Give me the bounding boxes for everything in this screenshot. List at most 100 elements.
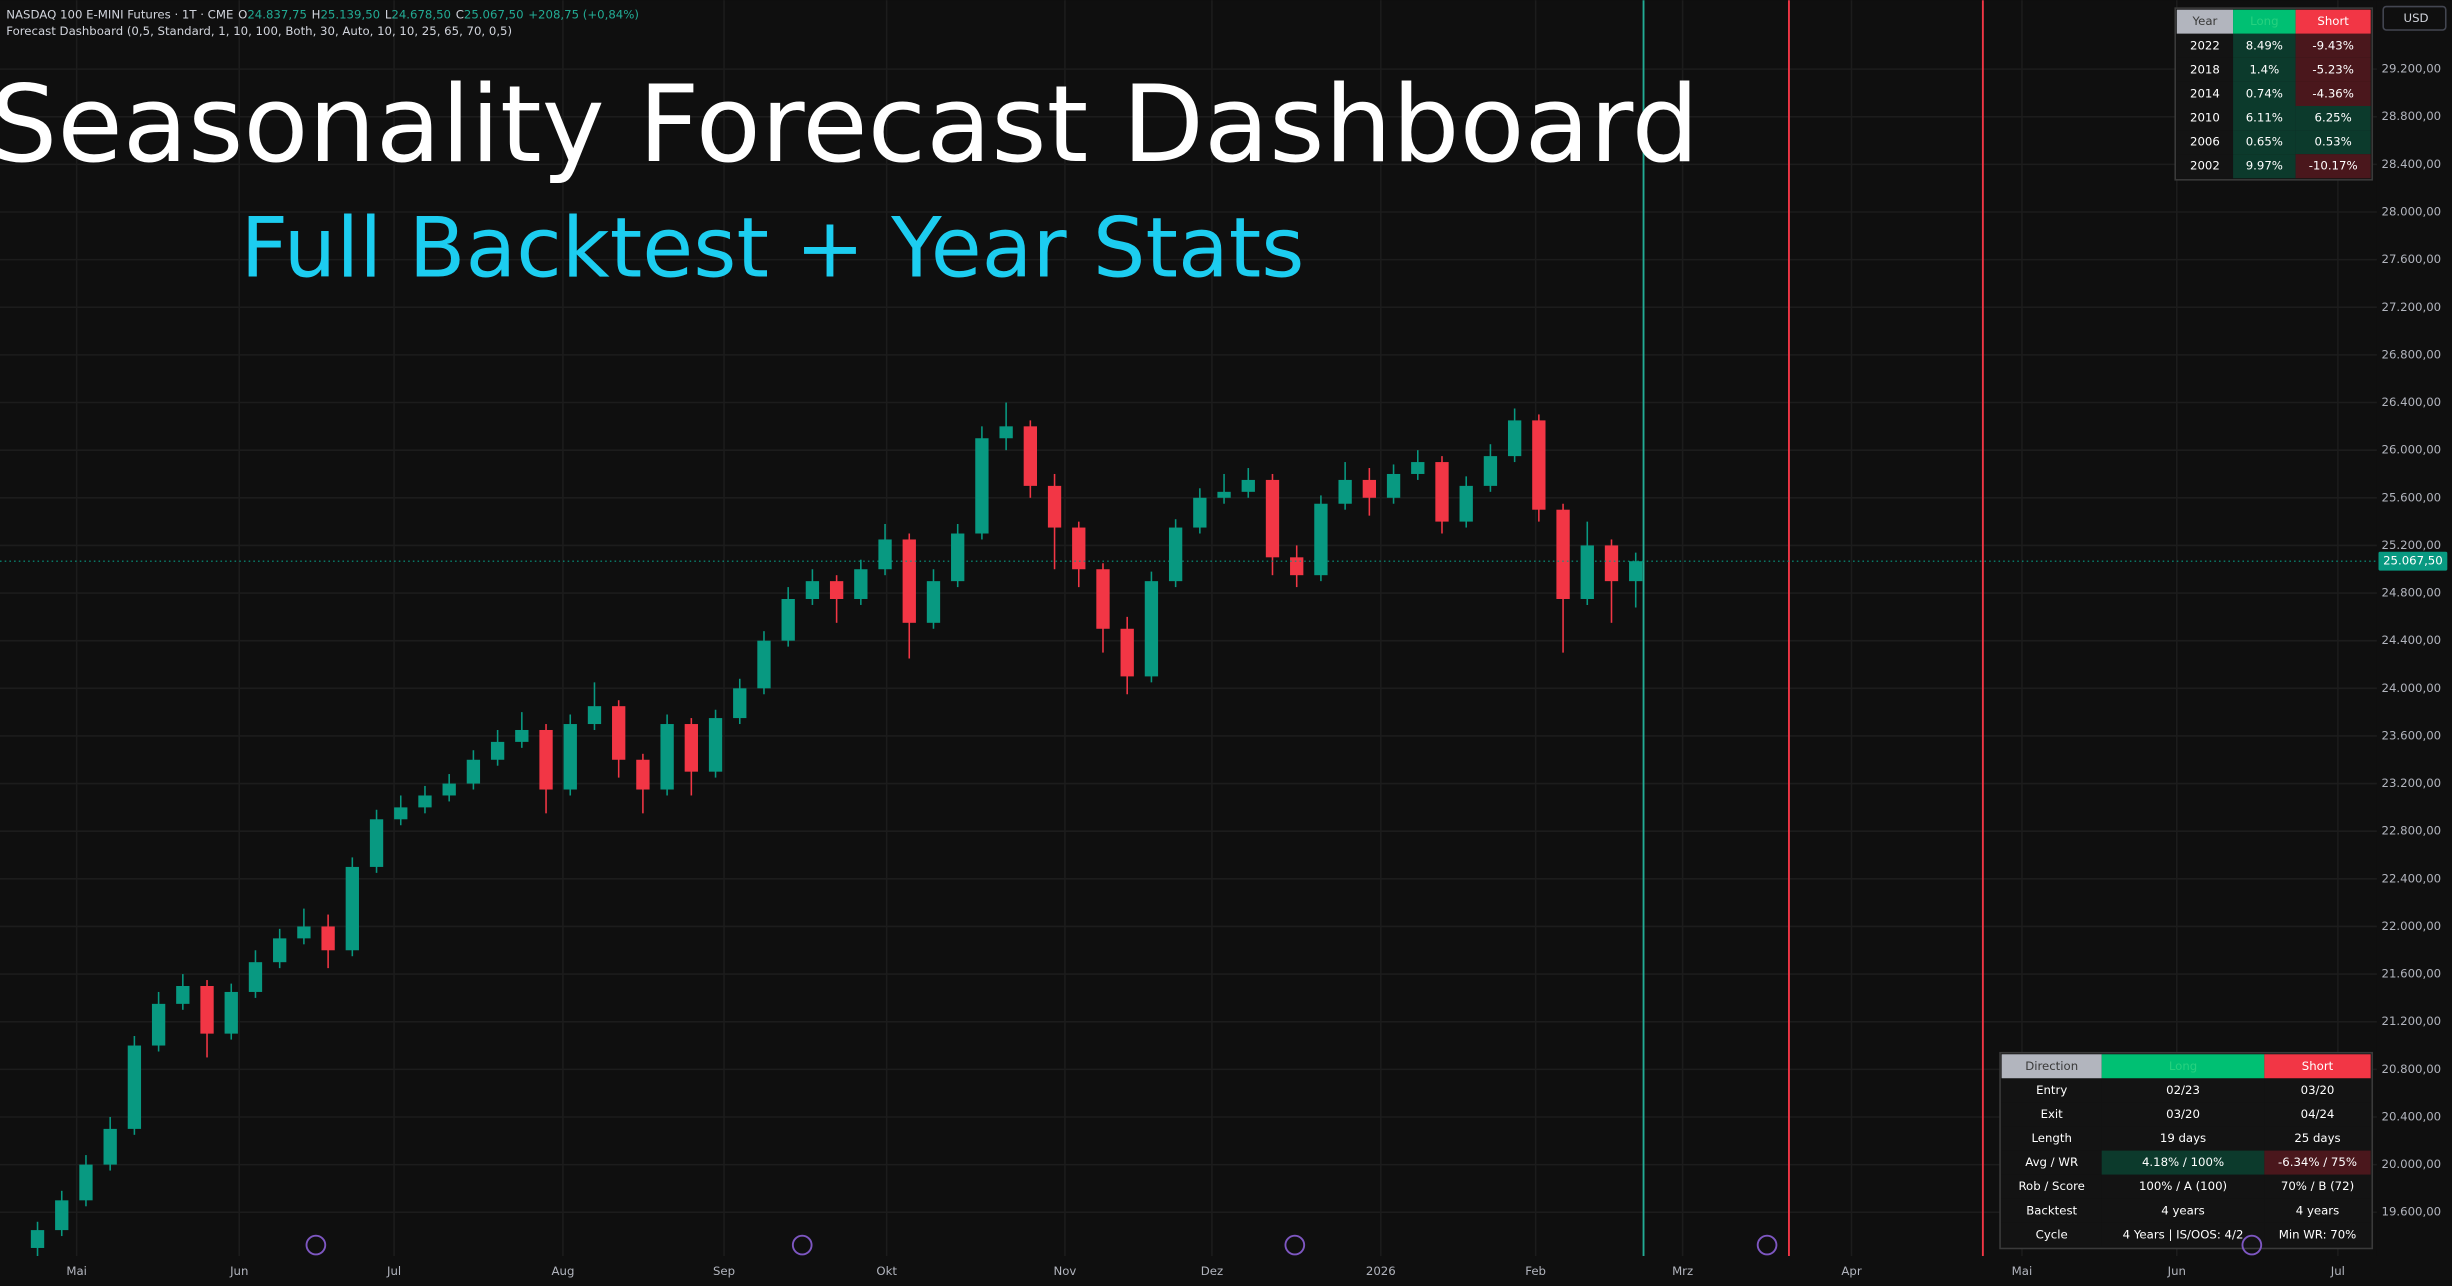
candle-body [1532,420,1546,510]
table-cell [2264,1174,2371,1199]
table-cell [2101,1150,2265,1175]
candle-body [1435,462,1449,522]
y-tick-label: 20.000,00 [2382,1157,2442,1171]
x-tick-label: Apr [1841,1264,1861,1278]
candle-body [1120,628,1134,677]
event-icon[interactable] [1284,1234,1306,1256]
cell-text: 03/20 [2166,1107,2200,1121]
candle-body [829,581,844,600]
x-tick-label: Sep [713,1264,735,1278]
cell-text: Length [2031,1131,2071,1145]
header-cell [2001,1054,2102,1079]
cell-text: 2018 [2190,62,2220,76]
y-tick-label: 28.000,00 [2382,205,2442,219]
table-cell [2101,1126,2265,1151]
candle-body [273,938,287,963]
candle-body [781,599,795,641]
y-tick-label: 28.400,00 [2382,157,2442,171]
event-icon[interactable] [2241,1234,2263,1256]
table-cell [2233,154,2296,179]
candle-body [176,985,190,1004]
table-cell [2176,33,2234,58]
candle-body [1386,473,1401,498]
table-cell [2295,130,2371,155]
candle-body [587,706,602,725]
cell-text: 2022 [2190,38,2220,52]
candle-body [660,724,674,790]
candle-body [1217,491,1231,498]
cell-text: Rob / Score [2018,1179,2084,1193]
candle-body [1072,527,1086,570]
table-cell [2101,1174,2265,1199]
candle-body [79,1164,93,1201]
candle-body [1362,479,1377,498]
candle-body [1314,503,1328,576]
cell-text: 70% / B (72) [2281,1179,2354,1193]
candle-body [1168,527,1183,582]
cell-text: 4.18% / 100% [2142,1155,2224,1169]
y-tick-label: 26.400,00 [2382,395,2442,409]
candle-body [757,640,771,689]
symbol-legend: NASDAQ 100 E-MINI Futures · 1T · CME O24.… [6,7,639,21]
cell-text: 1.4% [2249,62,2279,76]
candle-body [1265,479,1280,558]
cell-text: 6.25% [2315,111,2352,125]
cell-text: 04/24 [2301,1107,2335,1121]
event-icon[interactable] [1756,1234,1778,1256]
cell-text: 25 days [2294,1131,2340,1145]
y-tick-label: 26.000,00 [2382,443,2442,457]
title: Seasonality Forecast Dashboard [0,63,1699,187]
cell-text: 9.97% [2246,159,2283,173]
table-cell [2001,1126,2102,1151]
candle-body [539,729,553,790]
table-cell [2101,1222,2265,1247]
y-tick-label: 25.600,00 [2382,490,2442,504]
candle-body [854,569,868,600]
table-cell [2233,33,2296,58]
legend-part: L [385,7,392,21]
event-icon[interactable] [791,1234,813,1256]
y-tick-label: 22.000,00 [2382,919,2442,933]
legend-part: 25.139,50 [320,7,380,21]
cell-text: -9.43% [2312,38,2353,52]
y-tick-label: 21.200,00 [2382,1014,2442,1028]
currency-button[interactable] [2382,5,2447,31]
candle-body [490,741,505,760]
table-cell [2176,57,2234,82]
candle-body [1483,456,1498,486]
cell-text: 03/20 [2301,1083,2335,1097]
candle-body [684,724,698,772]
candle-body [103,1128,117,1165]
table-cell [2176,130,2234,155]
x-tick-label: Jul [386,1264,401,1278]
legend-part: +208,75 (+0,84%) [528,7,639,21]
x-tick-label: Mai [66,1264,87,1278]
cell-text: 2002 [2190,159,2220,173]
candle-body [1290,557,1304,576]
table-cell [2264,1102,2371,1127]
currency[interactable]: USD [2404,11,2429,25]
time-axis [0,1256,2452,1286]
last-price-tag [2378,551,2448,571]
y-tick-label: 24.000,00 [2382,681,2442,695]
table-cell [2233,105,2296,131]
x-tick-label: Nov [1053,1264,1076,1278]
candle-body [1459,485,1473,522]
indicator-legend: Forecast Dashboard (0,5, Standard, 1, 10… [6,24,512,38]
x-tick-label: 2026 [1366,1264,1396,1278]
table-cell [2176,105,2234,131]
event-icon[interactable] [305,1234,327,1256]
cell-text: -10.17% [2309,159,2358,173]
cell-text: Backtest [2026,1203,2077,1217]
x-tick-label: Dez [1201,1264,1223,1278]
x-tick-label: Feb [1525,1264,1546,1278]
table-cell [2001,1222,2102,1247]
table-cell [2264,1126,2371,1151]
table-cell [2101,1078,2265,1103]
table-cell [2295,57,2371,82]
table-cell [2001,1198,2102,1223]
cell-text: -5.23% [2312,62,2353,76]
candle-body [1241,479,1255,492]
